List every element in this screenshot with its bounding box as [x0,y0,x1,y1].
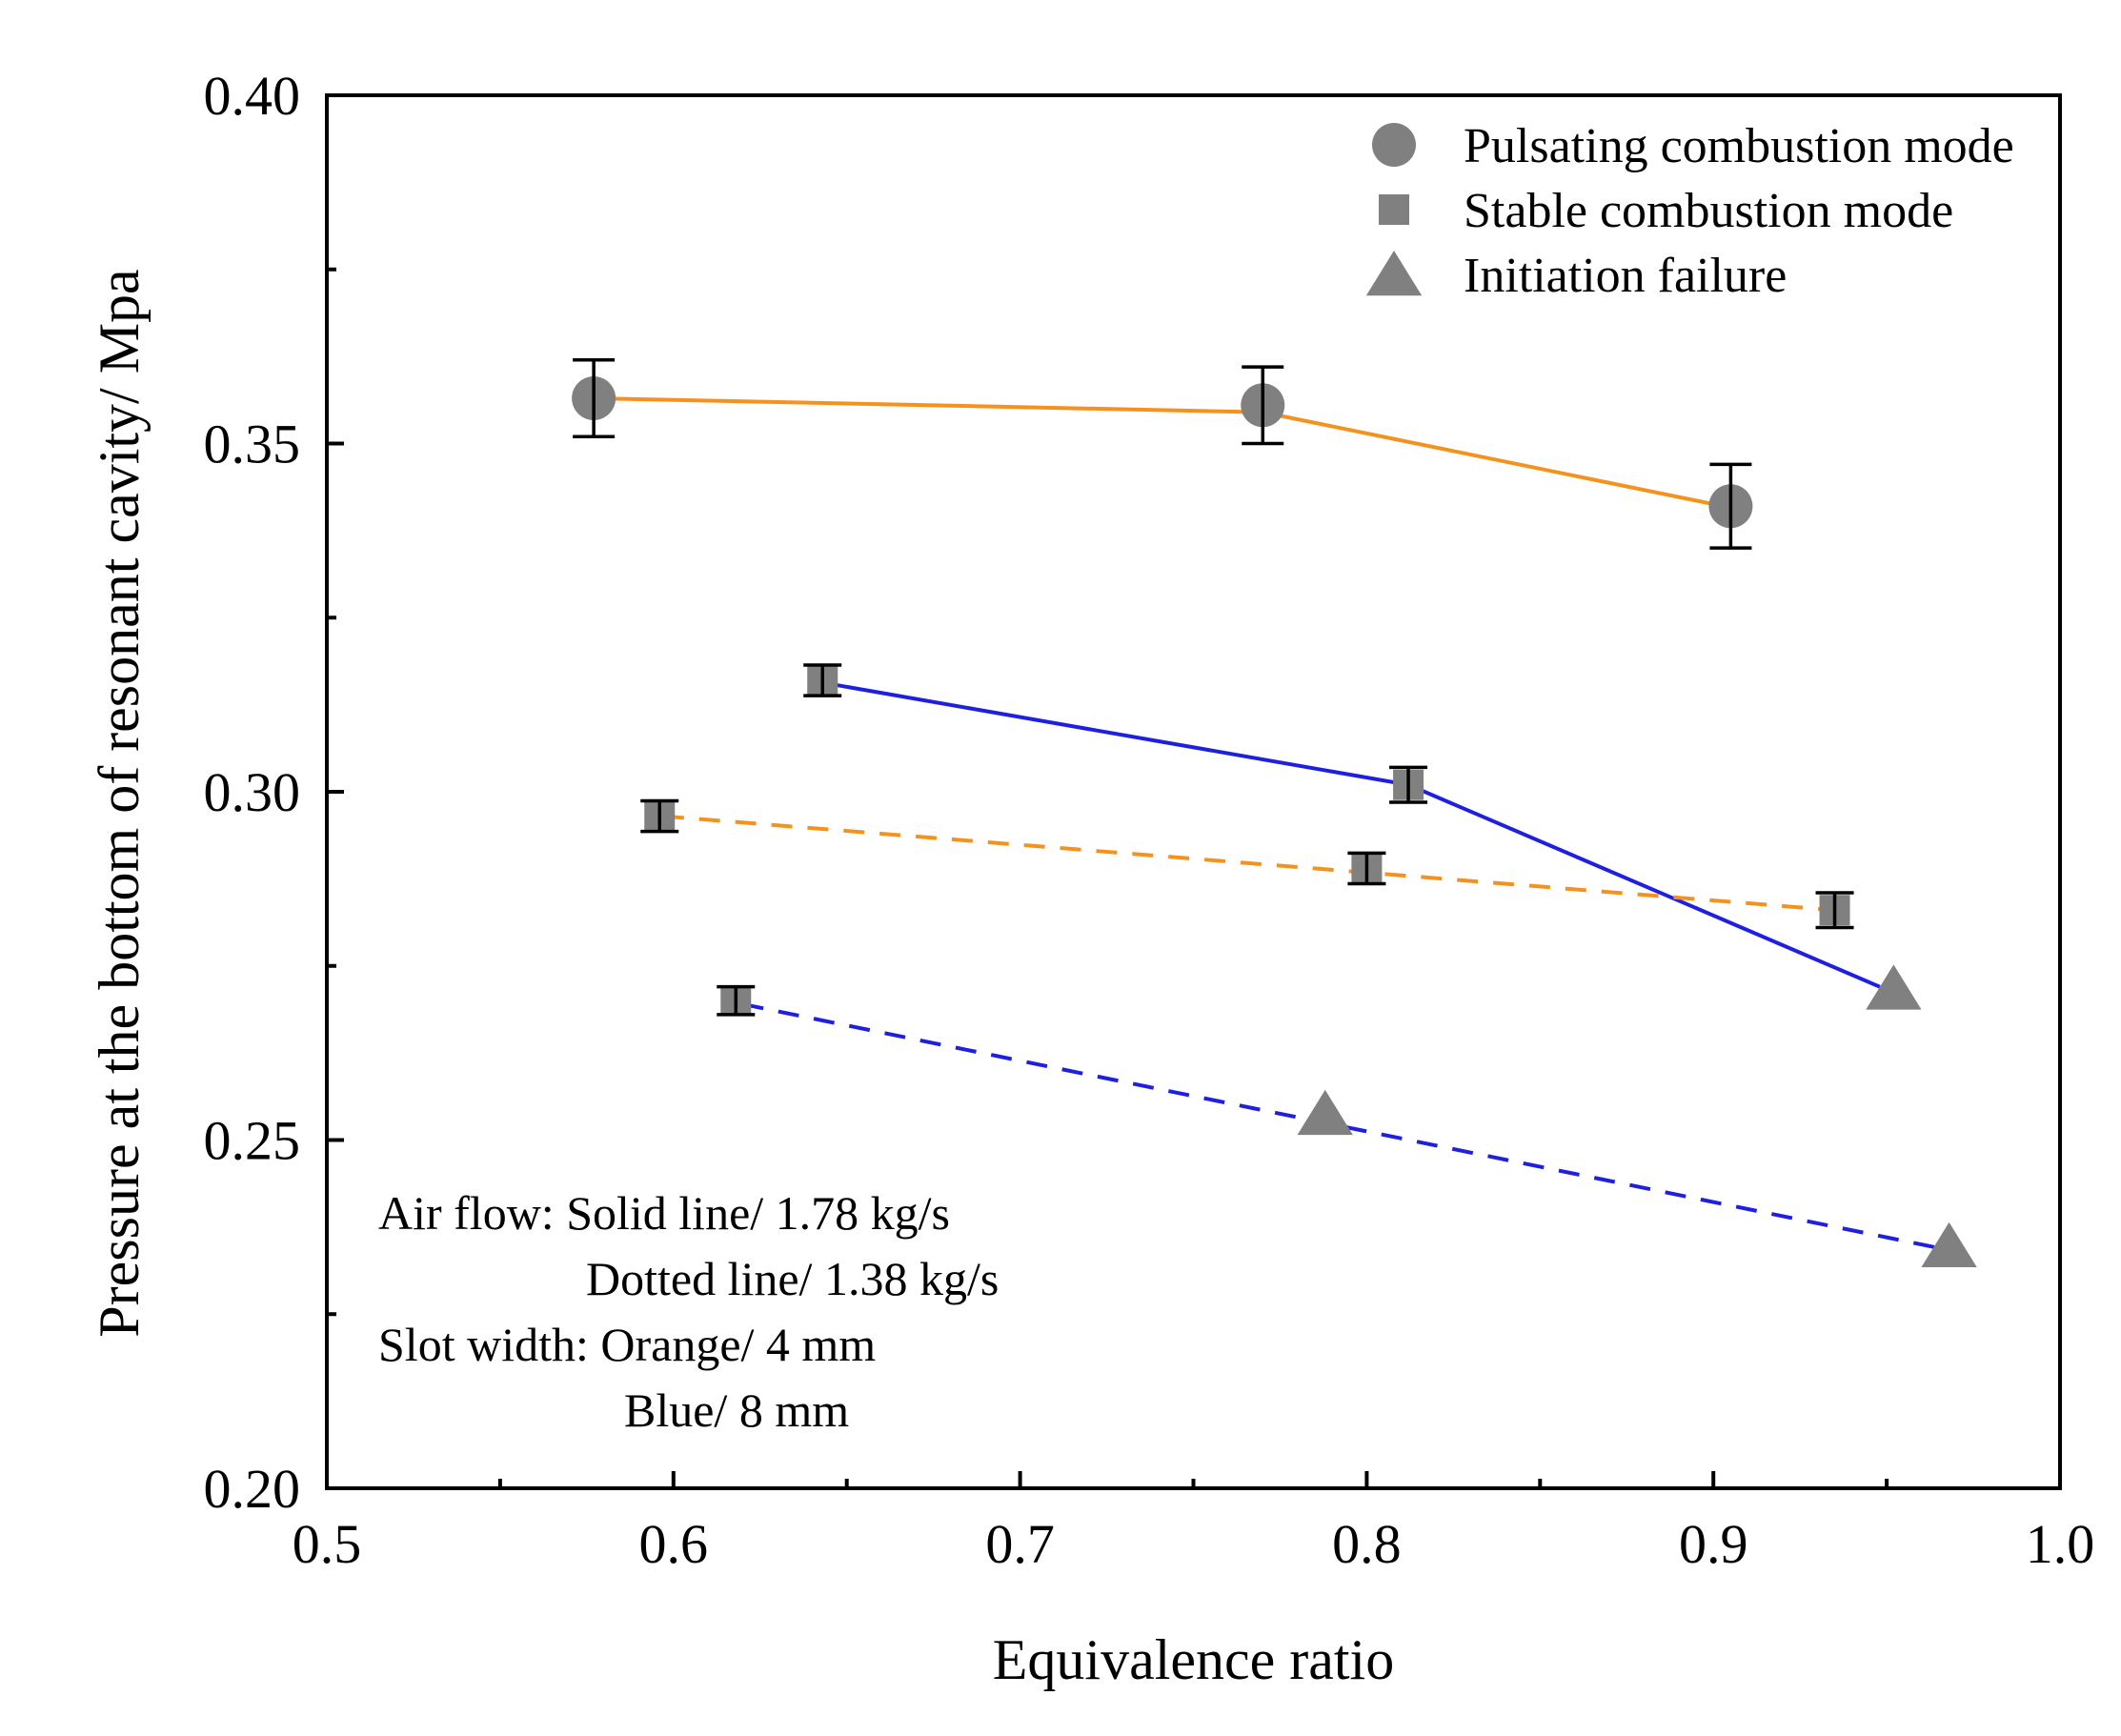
markers-group [572,358,1977,1268]
legend-label-pulsating: Pulsating combustion mode [1464,119,2014,173]
legend-label-initiation-failure: Initiation failure [1464,249,1787,303]
y-axis-title: Pressure at the bottom of resonant cavit… [88,269,151,1337]
data-point-triangle [1921,1221,1977,1268]
x-tick-label: 0.8 [1332,1513,1402,1575]
series-line-0 [594,395,1725,509]
x-tick-label: 0.6 [639,1513,709,1575]
legend-square-marker [1379,194,1409,225]
annotation-block: Air flow: Solid line/ 1.78 kg/s Dotted l… [378,1186,999,1437]
legend-triangle-marker [1365,251,1423,296]
series-line-1 [829,681,1881,989]
y-tick-label: 0.30 [204,761,301,823]
y-tick-label: 0.25 [204,1110,301,1172]
legend-circle-marker [1372,123,1416,167]
x-tick-label: 1.0 [2026,1513,2095,1575]
series-line-2 [662,814,1835,913]
x-axis-title: Equivalence ratio [993,1628,1394,1691]
note-slot-width-orange: Slot width: Orange/ 4 mm [378,1318,876,1371]
axes-group: 0.5 0.6 0.7 0.8 0.9 1.0 0.20 0.25 0.30 0.35 0.40 [204,65,2095,1575]
x-tick-label: 0.9 [1679,1513,1748,1575]
series-line-3 [742,1001,1940,1250]
y-tick-label: 0.35 [204,414,301,475]
legend: Pulsating combustion mode Stable combust… [1365,119,2014,303]
note-air-flow-solid: Air flow: Solid line/ 1.78 kg/s [378,1186,950,1240]
x-tick-label: 0.7 [985,1513,1055,1575]
x-tick-label: 0.5 [293,1513,362,1575]
y-tick-label: 0.40 [204,65,301,127]
data-point-triangle [1866,964,1922,1010]
note-air-flow-dotted: Dotted line/ 1.38 kg/s [586,1252,999,1305]
y-tick-label: 0.20 [204,1458,301,1520]
data-point-triangle [1297,1089,1353,1136]
legend-label-stable: Stable combustion mode [1464,184,1953,238]
note-slot-width-blue: Blue/ 8 mm [624,1383,849,1437]
